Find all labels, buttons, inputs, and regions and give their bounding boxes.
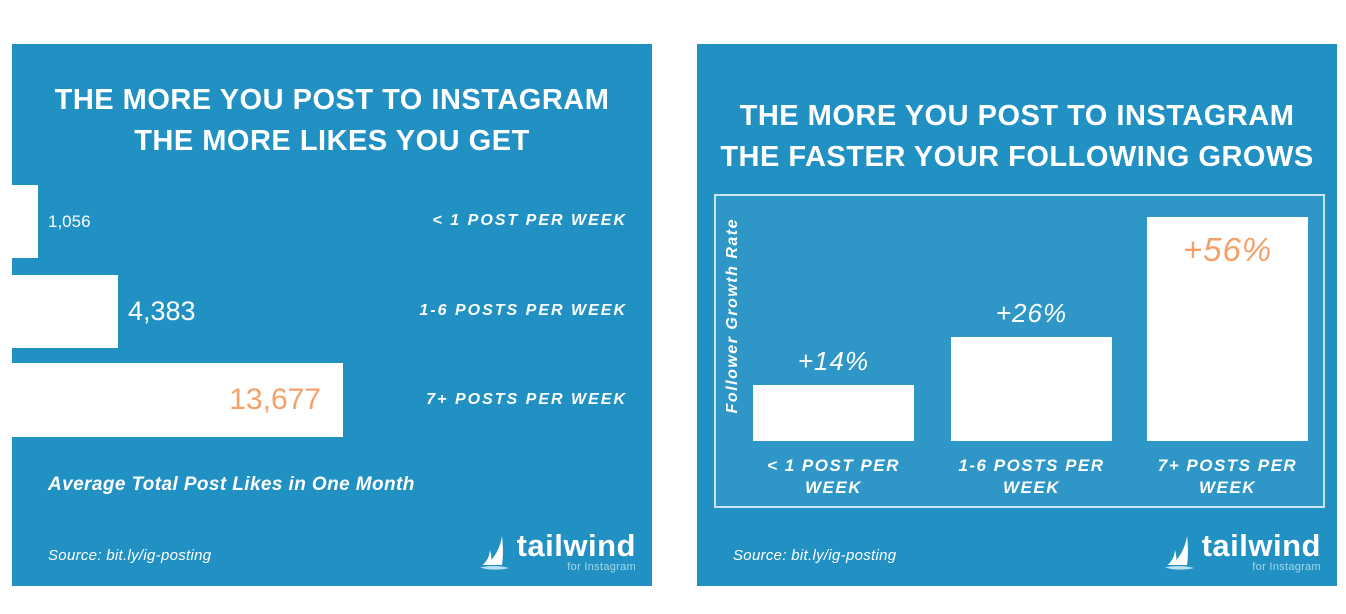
bar-row-1-6-posts: 4,383 bbox=[12, 275, 652, 348]
bar-value-label: 13,677 bbox=[229, 383, 321, 416]
bar-7plus-posts-per-week bbox=[1147, 217, 1308, 441]
right-chart-title: THE MORE YOU POST TO INSTAGRAM THE FASTE… bbox=[697, 96, 1337, 178]
bar-value-label: +56% bbox=[1182, 231, 1273, 268]
left-chart-title: THE MORE YOU POST TO INSTAGRAM THE MORE … bbox=[12, 80, 652, 162]
tailwind-wordmark: tailwind bbox=[1201, 528, 1321, 563]
likes-bar-chart: 1,056 4,383 13,677 < 1 POST PER WEEK 1-6… bbox=[12, 44, 652, 586]
left-source-text: Source: bit.ly/ig-posting bbox=[48, 547, 212, 564]
likes-infographic-card: THE MORE YOU POST TO INSTAGRAM THE MORE … bbox=[12, 44, 652, 586]
right-source-text: Source: bit.ly/ig-posting bbox=[733, 547, 897, 564]
tailwind-sail-icon bbox=[479, 536, 509, 570]
growth-infographic-card: THE MORE YOU POST TO INSTAGRAM THE FASTE… bbox=[697, 44, 1337, 586]
bar-1-6-posts-per-week bbox=[12, 275, 118, 348]
left-chart-title-line2: THE MORE LIKES YOU GET bbox=[134, 125, 530, 157]
tailwind-sail-icon bbox=[1164, 536, 1194, 570]
x-category-label-lt1-post: < 1 POST PER WEEK bbox=[753, 455, 914, 499]
tailwind-logo-text: tailwind for Instagram bbox=[1201, 528, 1321, 574]
bar-7plus-posts-per-week: 13,677 bbox=[12, 363, 343, 437]
right-chart-title-line1: THE MORE YOU POST TO INSTAGRAM bbox=[739, 100, 1295, 132]
tailwind-subtext: for Instagram bbox=[567, 561, 636, 573]
x-label-line2: WEEK bbox=[805, 478, 862, 497]
tailwind-subtext: for Instagram bbox=[1252, 561, 1321, 573]
bar-value-label: 1,056 bbox=[48, 212, 91, 231]
tailwind-logo: tailwind for Instagram bbox=[1161, 528, 1321, 574]
growth-chart-panel: Follower Growth Rate +14% +26% +56% < 1 … bbox=[714, 194, 1325, 508]
category-label-lt1-post: < 1 POST PER WEEK bbox=[432, 212, 627, 229]
bar-value-label: 4,383 bbox=[128, 296, 196, 326]
x-category-label-1-6-posts: 1-6 POSTS PER WEEK bbox=[951, 455, 1112, 499]
bar-row-7plus-posts: 13,677 bbox=[12, 363, 652, 437]
tailwind-logo: tailwind for Instagram bbox=[476, 528, 636, 574]
bar-lt1-post-per-week bbox=[753, 385, 914, 441]
bar-lt1-post-per-week bbox=[12, 185, 38, 258]
growth-bar-chart: +14% +26% +56% < 1 POST PER WEEK 1-6 POS… bbox=[716, 196, 1323, 506]
left-chart-axis-caption: Average Total Post Likes in One Month bbox=[48, 474, 415, 495]
tailwind-logo-text: tailwind for Instagram bbox=[516, 528, 636, 574]
x-label-line2: WEEK bbox=[1199, 478, 1256, 497]
tailwind-wordmark: tailwind bbox=[516, 528, 636, 563]
x-label-line2: WEEK bbox=[1003, 478, 1060, 497]
x-label-line1: < 1 POST PER bbox=[767, 456, 900, 475]
bar-value-label: +26% bbox=[995, 298, 1068, 328]
bar-1-6-posts-per-week bbox=[951, 337, 1112, 441]
bar-row-lt1-post: 1,056 bbox=[12, 185, 652, 258]
x-category-label-7plus-posts: 7+ POSTS PER WEEK bbox=[1147, 455, 1308, 499]
x-label-line1: 7+ POSTS PER bbox=[1157, 456, 1298, 475]
category-label-7plus-posts: 7+ POSTS PER WEEK bbox=[426, 391, 627, 408]
right-chart-title-line2: THE FASTER YOUR FOLLOWING GROWS bbox=[720, 141, 1314, 173]
category-label-1-6-posts: 1-6 POSTS PER WEEK bbox=[419, 302, 627, 319]
x-label-line1: 1-6 POSTS PER bbox=[958, 456, 1105, 475]
left-chart-title-line1: THE MORE YOU POST TO INSTAGRAM bbox=[54, 84, 610, 116]
bar-value-label: +14% bbox=[797, 346, 870, 376]
